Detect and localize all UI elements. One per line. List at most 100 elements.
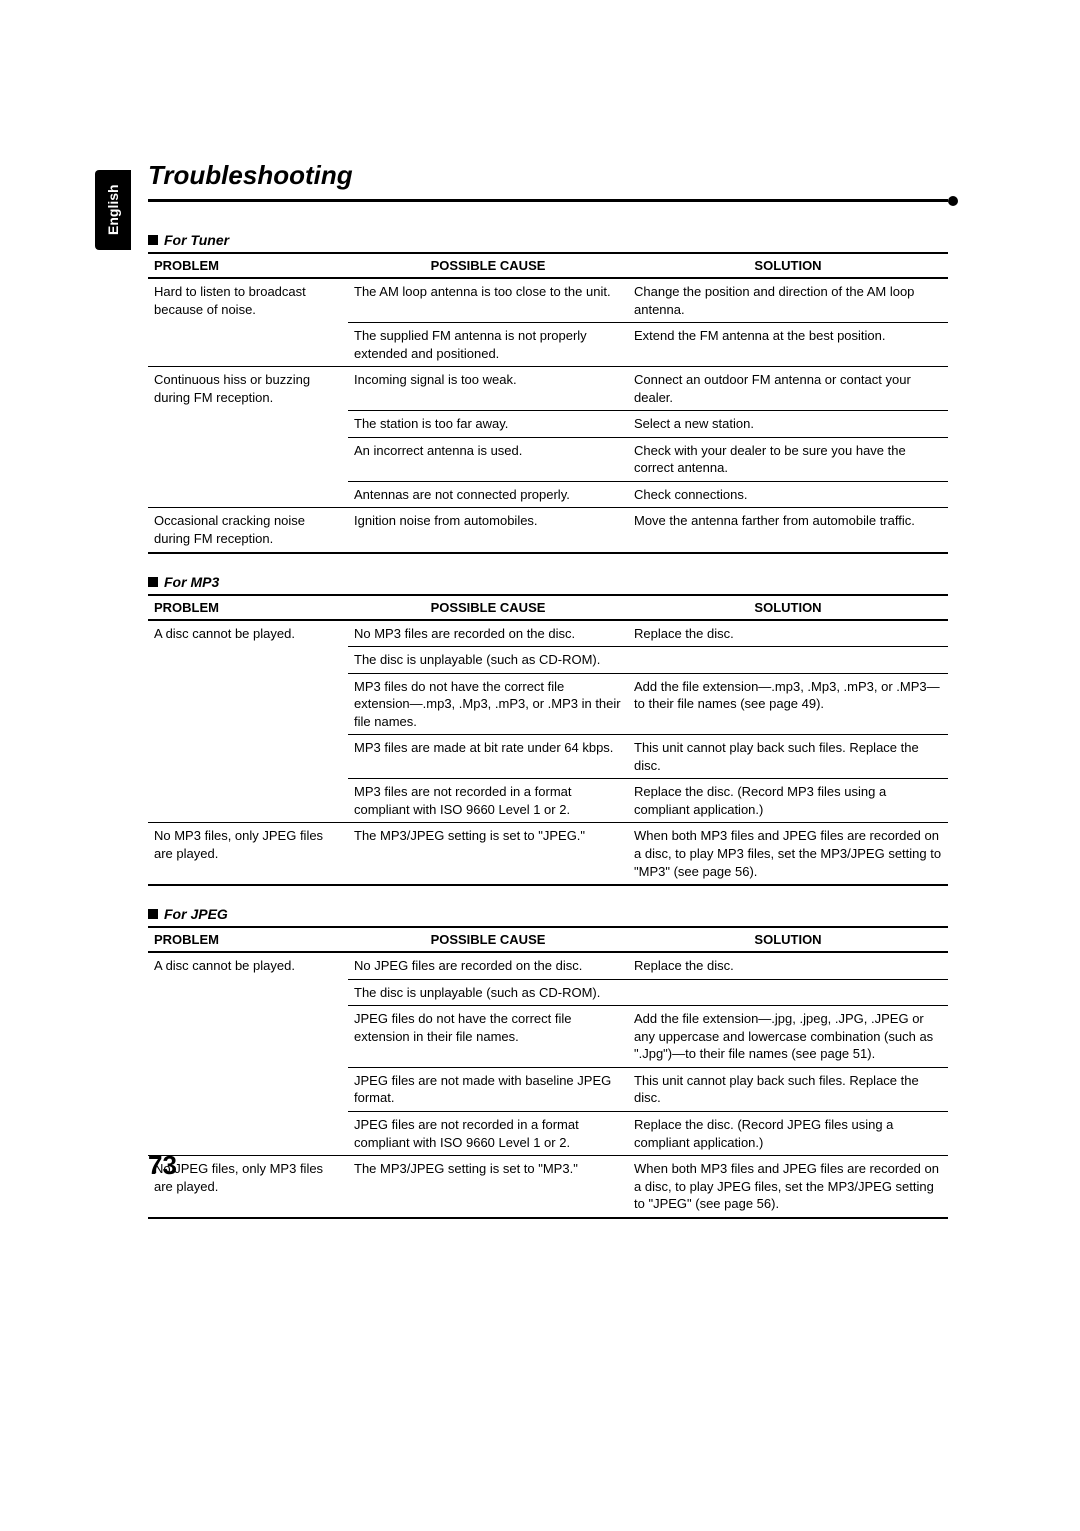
- troubleshooting-table-tuner: PROBLEM POSSIBLE CAUSE SOLUTION Hard to …: [148, 252, 948, 554]
- section-heading-tuner: For Tuner: [148, 232, 948, 248]
- cell-solution: Add the file extension—.mp3, .Mp3, .mP3,…: [628, 673, 948, 735]
- table-row: The station is too far away. Select a ne…: [148, 411, 948, 438]
- cell-problem: [148, 437, 348, 481]
- table-row: MP3 files do not have the correct file e…: [148, 673, 948, 735]
- cell-cause: MP3 files are made at bit rate under 64 …: [348, 735, 628, 779]
- cell-solution: Connect an outdoor FM antenna or contact…: [628, 367, 948, 411]
- page-number: 73: [148, 1150, 177, 1181]
- cell-problem: No JPEG files, only MP3 files are played…: [148, 1156, 348, 1218]
- cell-cause: No JPEG files are recorded on the disc.: [348, 952, 628, 979]
- cell-problem: [148, 647, 348, 674]
- cell-cause: Antennas are not connected properly.: [348, 481, 628, 508]
- cell-solution: Change the position and direction of the…: [628, 278, 948, 323]
- cell-problem: [148, 411, 348, 438]
- cell-problem: [148, 673, 348, 735]
- cell-solution: Move the antenna farther from automobile…: [628, 508, 948, 553]
- section-heading-text: For MP3: [164, 574, 219, 590]
- cell-cause: JPEG files do not have the correct file …: [348, 1006, 628, 1068]
- section-heading-text: For JPEG: [164, 906, 228, 922]
- table-row: The supplied FM antenna is not properly …: [148, 323, 948, 367]
- cell-solution: Check with your dealer to be sure you ha…: [628, 437, 948, 481]
- cell-solution: When both MP3 files and JPEG files are r…: [628, 823, 948, 885]
- table-row: Occasional cracking noise during FM rece…: [148, 508, 948, 553]
- cell-problem: Continuous hiss or buzzing during FM rec…: [148, 367, 348, 411]
- cell-cause: MP3 files are not recorded in a format c…: [348, 779, 628, 823]
- cell-cause: The supplied FM antenna is not properly …: [348, 323, 628, 367]
- cell-solution: When both MP3 files and JPEG files are r…: [628, 1156, 948, 1218]
- table-row: The disc is unplayable (such as CD-ROM).: [148, 647, 948, 674]
- table-row: No MP3 files, only JPEG files are played…: [148, 823, 948, 885]
- cell-problem: [148, 323, 348, 367]
- section-heading-jpeg: For JPEG: [148, 906, 948, 922]
- col-solution: SOLUTION: [628, 927, 948, 952]
- cell-cause: Incoming signal is too weak.: [348, 367, 628, 411]
- table-row: JPEG files are not recorded in a format …: [148, 1111, 948, 1155]
- cell-solution: [628, 979, 948, 1006]
- cell-solution: This unit cannot play back such files. R…: [628, 735, 948, 779]
- cell-cause: JPEG files are not made with baseline JP…: [348, 1067, 628, 1111]
- col-cause: POSSIBLE CAUSE: [348, 253, 628, 278]
- cell-cause: The AM loop antenna is too close to the …: [348, 278, 628, 323]
- table-row: An incorrect antenna is used. Check with…: [148, 437, 948, 481]
- cell-solution: Replace the disc.: [628, 620, 948, 647]
- table-header-row: PROBLEM POSSIBLE CAUSE SOLUTION: [148, 595, 948, 620]
- page-content: Troubleshooting For Tuner PROBLEM POSSIB…: [148, 160, 948, 1219]
- cell-solution: Replace the disc. (Record JPEG files usi…: [628, 1111, 948, 1155]
- cell-cause: The disc is unplayable (such as CD-ROM).: [348, 979, 628, 1006]
- cell-solution: Replace the disc.: [628, 952, 948, 979]
- col-solution: SOLUTION: [628, 253, 948, 278]
- cell-problem: [148, 1111, 348, 1155]
- table-row: MP3 files are not recorded in a format c…: [148, 779, 948, 823]
- table-header-row: PROBLEM POSSIBLE CAUSE SOLUTION: [148, 253, 948, 278]
- cell-cause: MP3 files do not have the correct file e…: [348, 673, 628, 735]
- table-header-row: PROBLEM POSSIBLE CAUSE SOLUTION: [148, 927, 948, 952]
- cell-problem: [148, 481, 348, 508]
- troubleshooting-table-mp3: PROBLEM POSSIBLE CAUSE SOLUTION A disc c…: [148, 594, 948, 887]
- col-solution: SOLUTION: [628, 595, 948, 620]
- table-row: Antennas are not connected properly. Che…: [148, 481, 948, 508]
- cell-cause: The disc is unplayable (such as CD-ROM).: [348, 647, 628, 674]
- cell-problem: [148, 1067, 348, 1111]
- col-problem: PROBLEM: [148, 595, 348, 620]
- troubleshooting-table-jpeg: PROBLEM POSSIBLE CAUSE SOLUTION A disc c…: [148, 926, 948, 1219]
- table-row: A disc cannot be played. No JPEG files a…: [148, 952, 948, 979]
- cell-problem: [148, 779, 348, 823]
- cell-cause: JPEG files are not recorded in a format …: [348, 1111, 628, 1155]
- section-heading-text: For Tuner: [164, 232, 229, 248]
- cell-cause: The MP3/JPEG setting is set to "MP3.": [348, 1156, 628, 1218]
- cell-problem: A disc cannot be played.: [148, 620, 348, 647]
- col-cause: POSSIBLE CAUSE: [348, 595, 628, 620]
- table-row: Hard to listen to broadcast because of n…: [148, 278, 948, 323]
- title-rule: [148, 199, 948, 202]
- table-row: No JPEG files, only MP3 files are played…: [148, 1156, 948, 1218]
- cell-cause: The station is too far away.: [348, 411, 628, 438]
- cell-cause: An incorrect antenna is used.: [348, 437, 628, 481]
- cell-solution: [628, 647, 948, 674]
- language-tab: English: [95, 170, 131, 250]
- table-row: JPEG files do not have the correct file …: [148, 1006, 948, 1068]
- cell-solution: This unit cannot play back such files. R…: [628, 1067, 948, 1111]
- cell-problem: [148, 979, 348, 1006]
- table-row: Continuous hiss or buzzing during FM rec…: [148, 367, 948, 411]
- cell-problem: [148, 1006, 348, 1068]
- page-title: Troubleshooting: [148, 160, 948, 191]
- col-cause: POSSIBLE CAUSE: [348, 927, 628, 952]
- cell-cause: The MP3/JPEG setting is set to "JPEG.": [348, 823, 628, 885]
- cell-cause: Ignition noise from automobiles.: [348, 508, 628, 553]
- cell-problem: No MP3 files, only JPEG files are played…: [148, 823, 348, 885]
- cell-cause: No MP3 files are recorded on the disc.: [348, 620, 628, 647]
- table-row: MP3 files are made at bit rate under 64 …: [148, 735, 948, 779]
- cell-solution: Check connections.: [628, 481, 948, 508]
- section-heading-mp3: For MP3: [148, 574, 948, 590]
- cell-solution: Add the file extension—.jpg, .jpeg, .JPG…: [628, 1006, 948, 1068]
- col-problem: PROBLEM: [148, 253, 348, 278]
- cell-problem: [148, 735, 348, 779]
- cell-problem: Hard to listen to broadcast because of n…: [148, 278, 348, 323]
- table-row: JPEG files are not made with baseline JP…: [148, 1067, 948, 1111]
- table-row: The disc is unplayable (such as CD-ROM).: [148, 979, 948, 1006]
- cell-solution: Extend the FM antenna at the best positi…: [628, 323, 948, 367]
- table-row: A disc cannot be played. No MP3 files ar…: [148, 620, 948, 647]
- cell-solution: Replace the disc. (Record MP3 files usin…: [628, 779, 948, 823]
- cell-problem: Occasional cracking noise during FM rece…: [148, 508, 348, 553]
- cell-problem: A disc cannot be played.: [148, 952, 348, 979]
